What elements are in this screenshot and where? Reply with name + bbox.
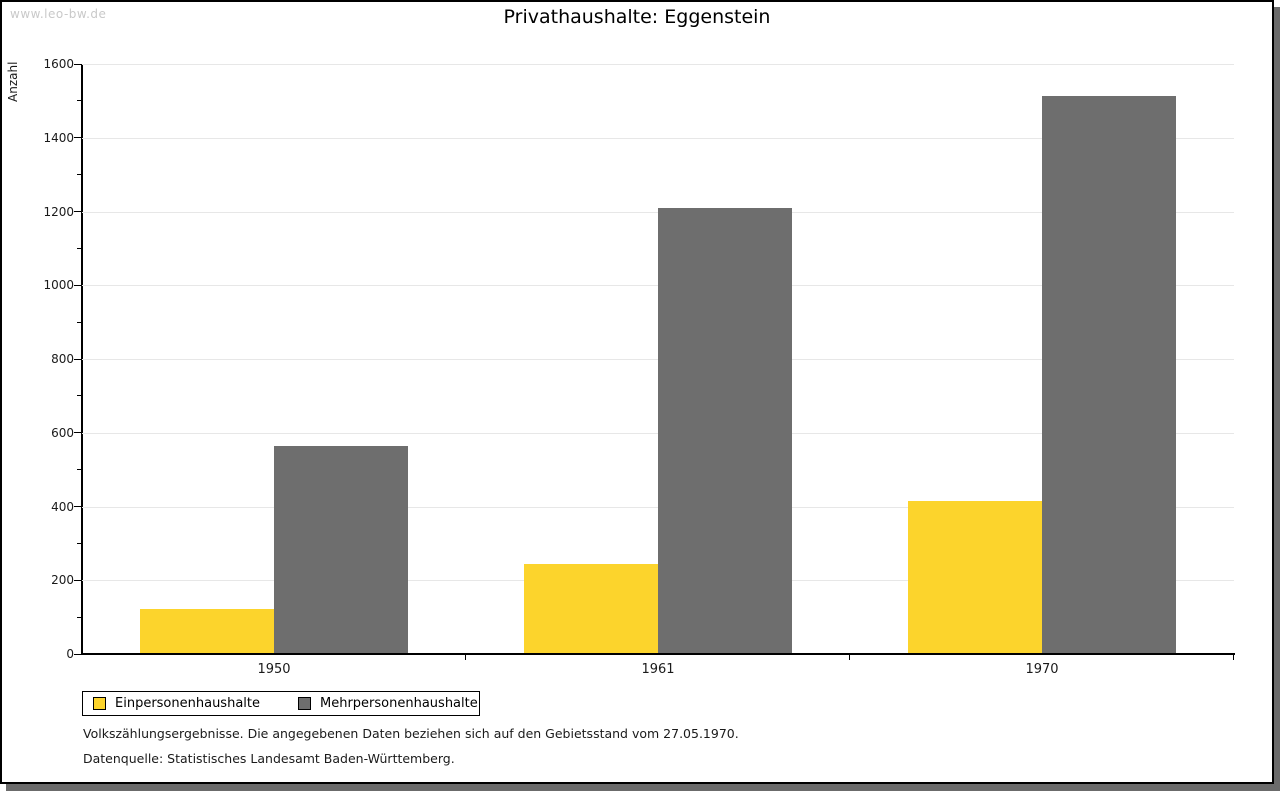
y-axis-tick (74, 506, 82, 507)
y-tick-label: 1600 (43, 57, 74, 71)
bar-einpersonenhaushalte-1950 (140, 608, 274, 653)
x-axis-line (81, 653, 1235, 655)
x-tick-label: 1950 (257, 662, 291, 677)
legend: Einpersonenhaushalte Mehrpersonenhaushal… (82, 691, 480, 716)
x-axis-tick (849, 655, 850, 660)
gridline-1400 (82, 137, 1234, 139)
y-axis-tick (74, 653, 82, 655)
y-axis-tick (74, 579, 82, 581)
y-axis-tick (74, 63, 82, 65)
bar-mehrpersonenhaushalte-1950 (274, 446, 408, 653)
watermark: www.leo-bw.de (10, 7, 107, 21)
y-tick-label: 0 (66, 647, 74, 661)
y-axis-tick (77, 321, 82, 323)
x-tick-label: 1961 (641, 662, 675, 677)
gridline-1600 (82, 64, 1234, 65)
footnote-line-2: Datenquelle: Statistisches Landesamt Bad… (83, 751, 455, 766)
y-tick-label: 200 (51, 573, 74, 588)
y-axis-tick (74, 432, 82, 434)
y-tick-label: 800 (51, 352, 74, 366)
chart-title: Privathaushalte: Eggenstein (503, 6, 771, 28)
x-axis-tick (1233, 655, 1234, 660)
legend-item-einpersonenhaushalte: Einpersonenhaushalte (93, 696, 260, 711)
y-axis-tick (74, 137, 82, 139)
y-tick-label: 1400 (43, 130, 74, 145)
y-axis-tick (77, 395, 82, 397)
y-axis-tick (74, 358, 82, 360)
plot-area: 0 200 400 600 800 1000 1200 1400 1600 1950 1961 197… (43, 57, 1235, 677)
y-tick-label: 600 (51, 425, 74, 440)
legend-item-mehrpersonenhaushalte: Mehrpersonenhaushalte (298, 696, 478, 711)
y-tick-label: 1200 (43, 204, 74, 219)
legend-label-einpersonenhaushalte: Einpersonenhaushalte (115, 696, 260, 711)
y-axis-tick (77, 100, 82, 102)
y-axis-tick (77, 469, 82, 471)
y-tick-label: 400 (51, 499, 74, 514)
y-axis-tick (77, 247, 82, 249)
bar-mehrpersonenhaushalte-1970 (1042, 96, 1176, 653)
bar-einpersonenhaushalte-1961 (524, 564, 658, 653)
footnote-line-1: Volkszählungsergebnisse. Die angegebenen… (83, 726, 739, 741)
legend-swatch-mehrpersonenhaushalte (298, 697, 311, 710)
bar-einpersonenhaushalte-1970 (908, 500, 1042, 653)
y-axis-tick (77, 616, 82, 618)
x-axis-tick (465, 655, 466, 660)
y-axis-tick (77, 542, 82, 544)
y-axis-tick (77, 174, 82, 176)
bar-mehrpersonenhaushalte-1961 (658, 207, 792, 653)
y-tick-label: 1000 (43, 278, 74, 293)
x-tick-label: 1970 (1025, 662, 1059, 677)
legend-label-mehrpersonenhaushalte: Mehrpersonenhaushalte (320, 696, 478, 711)
y-axis-tick (74, 284, 82, 286)
legend-swatch-einpersonenhaushalte (93, 697, 106, 710)
y-axis-tick (74, 211, 82, 212)
